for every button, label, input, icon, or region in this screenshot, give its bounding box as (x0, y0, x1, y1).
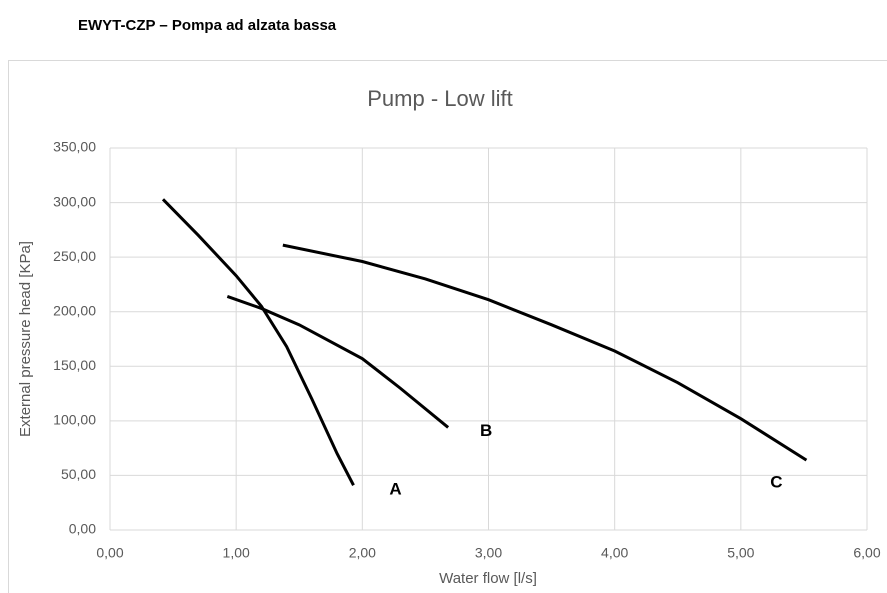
series-label: B (480, 421, 492, 440)
chart-border (8, 60, 887, 593)
series-line (161, 198, 355, 486)
series-label: A (389, 480, 401, 499)
y-tick-label: 200,00 (53, 302, 96, 318)
y-tick-label: 50,00 (61, 466, 96, 482)
x-tick-label: 0,00 (96, 545, 123, 561)
y-tick-label: 250,00 (53, 248, 96, 264)
y-tick-label: 0,00 (69, 521, 96, 537)
x-tick-label: 2,00 (349, 545, 376, 561)
y-tick-label: 100,00 (53, 412, 96, 428)
x-tick-label: 3,00 (475, 545, 502, 561)
x-tick-label: 5,00 (727, 545, 754, 561)
y-tick-label: 350,00 (53, 139, 96, 155)
x-tick-label: 4,00 (601, 545, 628, 561)
chart-title: Pump - Low lift (367, 86, 513, 111)
y-axis-title: External pressure head [KPa] (17, 241, 34, 437)
x-axis-title: Water flow [l/s] (439, 570, 537, 587)
y-tick-label: 300,00 (53, 193, 96, 209)
series-label: C (770, 473, 782, 492)
y-tick-label: 150,00 (53, 357, 96, 373)
series-line (282, 243, 808, 462)
x-tick-label: 6,00 (853, 545, 880, 561)
x-tick-label: 1,00 (223, 545, 250, 561)
series-line (226, 295, 450, 429)
page-heading: EWYT-CZP – Pompa ad alzata bassa (78, 17, 337, 34)
